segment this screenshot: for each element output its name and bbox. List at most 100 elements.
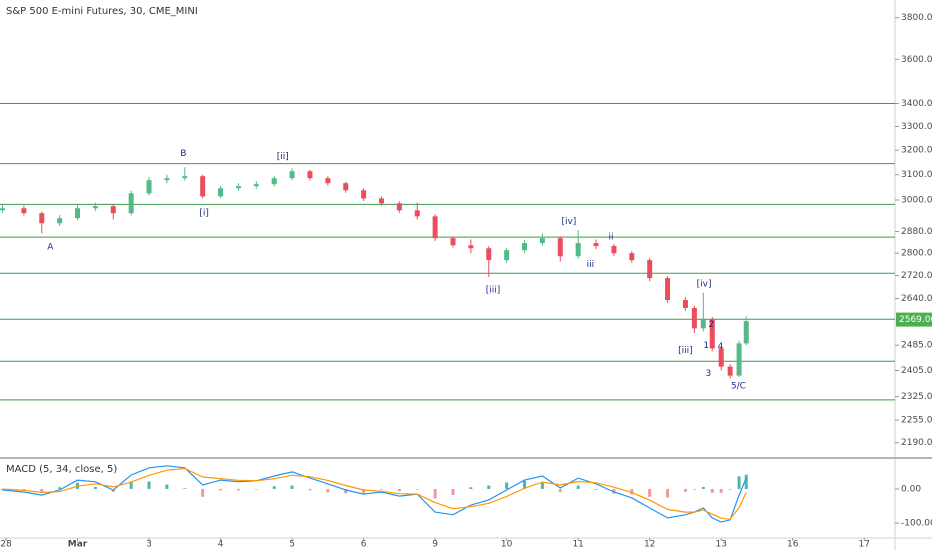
macd-histogram-bar bbox=[147, 481, 151, 489]
candle-body bbox=[21, 208, 27, 214]
wave-label: 1 bbox=[703, 341, 709, 351]
macd-histogram-bar bbox=[415, 488, 419, 490]
macd-histogram-bar bbox=[737, 476, 741, 489]
x-tick-label: 17 bbox=[859, 540, 870, 550]
y-tick-label: 2255.00 bbox=[901, 416, 932, 426]
candle-body bbox=[164, 178, 170, 181]
candle-body bbox=[665, 278, 671, 301]
macd-histogram-bar bbox=[469, 487, 473, 489]
wave-label: A bbox=[47, 243, 54, 253]
macd-histogram-bar bbox=[183, 488, 187, 489]
macd-y-tick-label: -100.00 bbox=[901, 519, 932, 529]
candle-body bbox=[468, 245, 474, 249]
macd-line bbox=[2, 465, 747, 523]
x-tick-label: 11 bbox=[572, 540, 583, 550]
candle-body bbox=[611, 246, 617, 254]
candle-body bbox=[39, 213, 45, 224]
macd-histogram-bar bbox=[744, 474, 748, 489]
last-price-tag bbox=[896, 312, 932, 327]
candle-body bbox=[343, 183, 349, 191]
macd-histogram-bar bbox=[344, 488, 348, 494]
candle-body bbox=[629, 253, 635, 261]
macd-histogram-bar bbox=[692, 488, 696, 490]
candle-body bbox=[378, 198, 384, 204]
macd-y-tick-label: 0.00 bbox=[901, 484, 921, 494]
candle-body bbox=[396, 203, 402, 211]
candle-body bbox=[727, 366, 733, 376]
last-price-label: 2569.00 bbox=[899, 315, 932, 325]
wave-label: B bbox=[180, 149, 186, 159]
candle-body bbox=[271, 178, 277, 185]
candle-body bbox=[709, 319, 715, 349]
candle-body bbox=[539, 238, 545, 244]
macd-histogram-bar bbox=[93, 486, 97, 489]
candle-body bbox=[128, 193, 134, 214]
candle-body bbox=[57, 218, 63, 224]
candle-body bbox=[92, 206, 98, 209]
x-tick-label: Mar bbox=[68, 540, 88, 550]
wave-label: [ii] bbox=[277, 152, 289, 162]
macd-histogram-bar bbox=[58, 487, 62, 489]
candle-body bbox=[200, 176, 206, 197]
macd-histogram-bar bbox=[558, 488, 562, 493]
wave-label: [iii] bbox=[678, 346, 693, 356]
macd-histogram-bar bbox=[505, 482, 509, 489]
macd-histogram-bar bbox=[701, 486, 705, 489]
macd-histogram-bar bbox=[129, 481, 133, 489]
macd-histogram-bar bbox=[236, 488, 240, 491]
y-tick-label: 3300.00 bbox=[901, 122, 932, 132]
y-tick-label: 2880.00 bbox=[901, 227, 932, 237]
candle-body bbox=[647, 260, 653, 279]
wave-label: [iv] bbox=[561, 217, 576, 227]
macd-histogram-bar bbox=[272, 486, 276, 489]
macd-histogram-bar bbox=[201, 488, 205, 497]
candle-body bbox=[718, 348, 724, 367]
wave-label: iii bbox=[587, 260, 595, 270]
wave-label: 2 bbox=[708, 320, 714, 330]
candle-body bbox=[743, 321, 749, 344]
macd-histogram-bar bbox=[165, 484, 169, 489]
x-tick-label: 16 bbox=[787, 540, 799, 550]
candle-body bbox=[253, 184, 259, 187]
macd-histogram-bar bbox=[719, 488, 723, 493]
candle-body bbox=[736, 343, 742, 376]
x-tick-label: 3 bbox=[146, 540, 152, 550]
candle-body bbox=[522, 243, 528, 251]
candle-body bbox=[182, 176, 188, 179]
wave-label: ii bbox=[609, 233, 614, 243]
candle-body bbox=[432, 216, 438, 239]
y-tick-label: 2720.00 bbox=[901, 271, 932, 281]
candle-body bbox=[235, 186, 241, 189]
candle-body bbox=[325, 178, 331, 184]
candle-body bbox=[486, 248, 492, 261]
macd-histogram-bar bbox=[397, 488, 401, 492]
y-tick-label: 2190.00 bbox=[901, 438, 932, 448]
macd-line bbox=[2, 467, 747, 520]
wave-label: 5/C bbox=[731, 382, 746, 392]
macd-histogram-bar bbox=[666, 488, 670, 498]
x-tick-label: 12 bbox=[644, 540, 655, 550]
candle-body bbox=[575, 243, 581, 257]
candle-body bbox=[110, 206, 116, 214]
candle-body bbox=[146, 180, 152, 194]
macd-histogram-bar bbox=[433, 488, 437, 499]
y-tick-label: 2640.00 bbox=[901, 294, 932, 304]
wave-label: 4 bbox=[718, 342, 724, 352]
y-tick-label: 3600.00 bbox=[901, 55, 932, 65]
macd-histogram-bar bbox=[487, 485, 491, 489]
candle-body bbox=[361, 190, 367, 199]
y-tick-label: 3000.00 bbox=[901, 195, 932, 205]
candle-body bbox=[0, 208, 5, 211]
candle-body bbox=[75, 208, 81, 219]
x-tick-label: 4 bbox=[218, 540, 224, 550]
wave-label: [i] bbox=[199, 209, 209, 219]
candle-body bbox=[289, 171, 295, 179]
candle-body bbox=[700, 319, 706, 329]
y-tick-label: 3800.00 bbox=[901, 13, 932, 23]
x-tick-label: 5 bbox=[289, 540, 295, 550]
y-tick-label: 2325.00 bbox=[901, 392, 932, 402]
macd-histogram-bar bbox=[362, 488, 366, 494]
macd-histogram-bar bbox=[308, 488, 312, 491]
